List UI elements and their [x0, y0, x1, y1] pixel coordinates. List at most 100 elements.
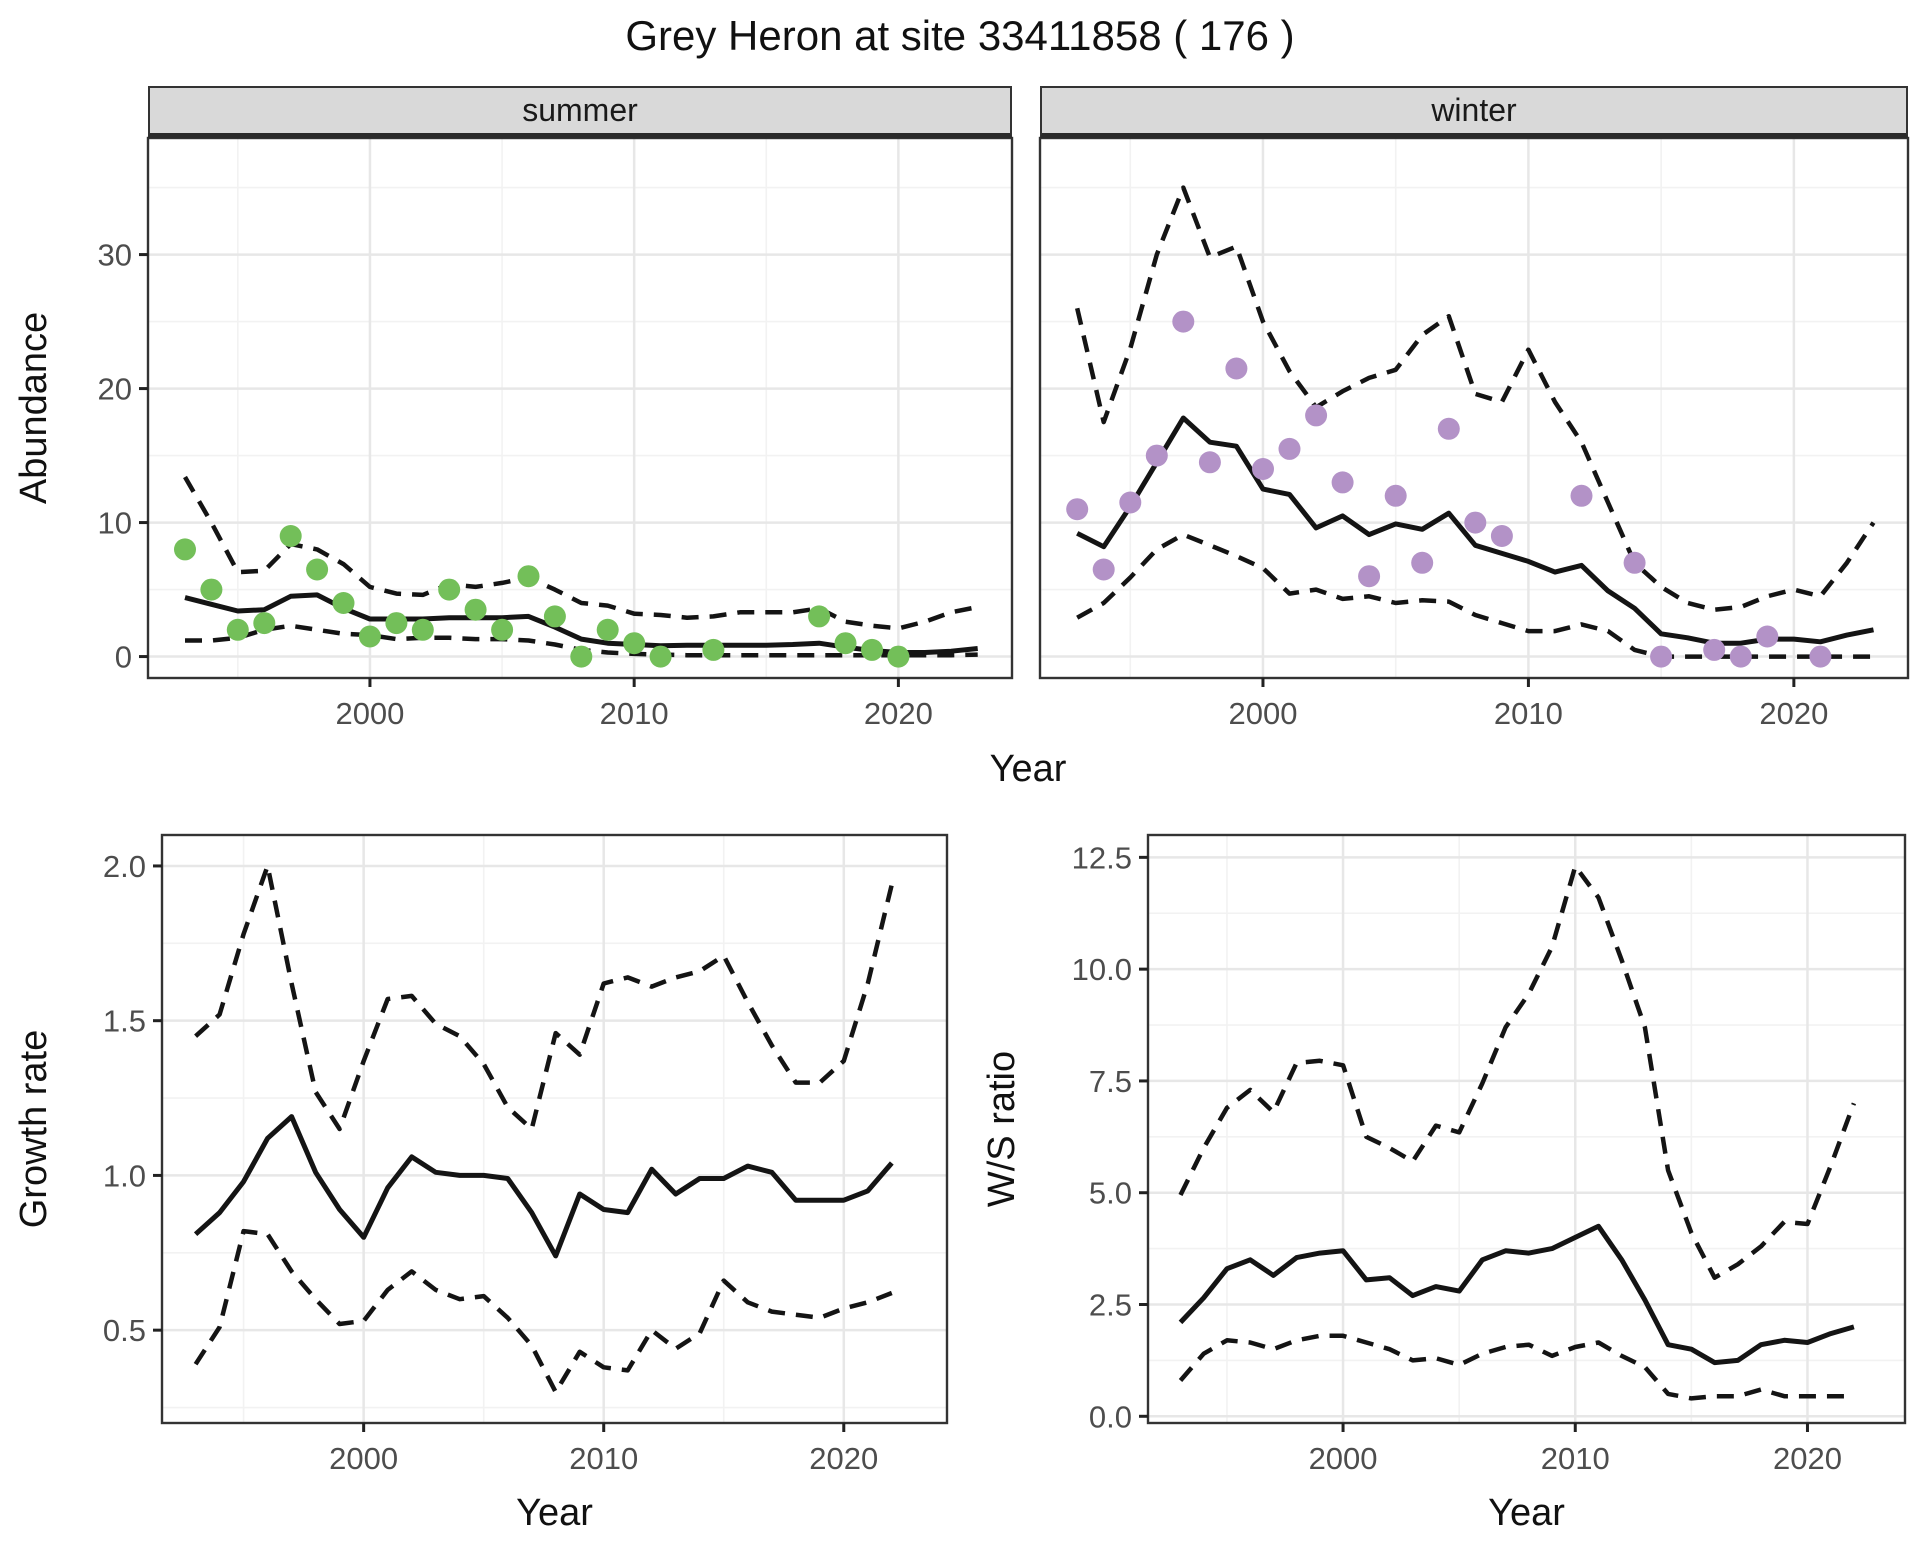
abundance-winter-observed-counts-point [1703, 638, 1726, 661]
abundance-summer-observed-counts-point [306, 558, 329, 581]
abundance-summer-observed-counts-point [596, 618, 619, 641]
x-tick-label: 2010 [600, 696, 669, 731]
abundance-summer-observed-counts-point [253, 612, 276, 635]
abundance-summer-observed-counts-point [226, 618, 249, 641]
abundance-winter-estimate-line [1076, 415, 1874, 646]
facet-strip-summer-label: summer [522, 92, 638, 128]
abundance-summer-observed-counts-point [174, 538, 196, 561]
abundance-winter-observed-counts-point [1092, 558, 1115, 581]
x-axis-title-ws: Year [1488, 1492, 1565, 1534]
abundance-summer-upper-ci-line [183, 475, 979, 631]
y-axis-title-ws-ratio: W/S ratio [981, 1050, 1023, 1208]
abundance-summer-observed-counts-point [834, 632, 857, 655]
y-tick-label: 20 [98, 372, 132, 407]
abundance-summer-observed-counts-point [517, 565, 540, 588]
x-tick-label: 2020 [809, 1441, 878, 1476]
y-tick-label: 2.0 [103, 849, 146, 884]
abundance-winter-observed-counts-point [1411, 551, 1434, 574]
abundance-summer-observed-counts-point [702, 638, 725, 661]
panel-background [1148, 835, 1905, 1423]
abundance-summer-observed-counts-point [491, 618, 514, 641]
abundance-summer-observed-counts-point [358, 625, 381, 648]
abundance-winter-observed-counts-point [1437, 417, 1460, 440]
abundance-winter-observed-counts-point [1066, 498, 1089, 521]
x-tick-label: 2000 [1309, 1441, 1378, 1476]
x-tick-label: 2010 [1494, 696, 1563, 731]
y-tick-label: 1.5 [103, 1004, 146, 1039]
ws-ratio-lower-ci-line [1178, 1333, 1854, 1401]
abundance-winter-observed-counts-point [1198, 451, 1221, 474]
abundance-winter-observed-counts-point [1331, 471, 1354, 494]
abundance-winter-observed-counts-point [1172, 310, 1195, 333]
x-tick-label: 2020 [864, 696, 933, 731]
abundance-summer-observed-counts-point [649, 645, 672, 668]
y-tick-label: 0 [115, 640, 132, 675]
ws-ratio-upper-ci-line [1178, 864, 1857, 1280]
abundance-winter-observed-counts-point [1623, 551, 1646, 574]
abundance-winter-panel: 2000 2010 2020 [1038, 136, 1910, 731]
facet-strip-winter: winter [1040, 86, 1908, 138]
abundance-winter-observed-counts-point [1809, 645, 1832, 668]
abundance-summer-observed-counts-point [332, 592, 355, 614]
abundance-winter-observed-counts-point [1490, 525, 1513, 547]
abundance-summer-observed-counts-point [861, 638, 883, 661]
x-tick-label: 2000 [329, 1441, 398, 1476]
x-tick-label: 2010 [569, 1441, 638, 1476]
abundance-winter-observed-counts-point [1252, 458, 1274, 480]
abundance-summer-observed-counts-point [623, 632, 646, 655]
x-tick-label: 2000 [335, 696, 404, 731]
abundance-summer-observed-counts-point [385, 612, 408, 635]
abundance-summer-observed-counts-point [411, 618, 434, 641]
abundance-summer-observed-counts-point [543, 605, 566, 628]
y-tick-label: 0.0 [1089, 1399, 1132, 1434]
x-tick-label: 2020 [1773, 1441, 1842, 1476]
panel-background [1040, 138, 1908, 678]
abundance-winter-observed-counts-point [1119, 491, 1142, 514]
abundance-winter-observed-counts-point [1278, 437, 1301, 460]
ws-ratio-panel: 2000 2010 2020 0.0 2.5 5.0 7.5 10.0 12.5 [1072, 833, 1907, 1476]
abundance-summer-panel: 2000 2010 2020 0 10 20 30 [98, 136, 1014, 731]
growth-rate-lower-ci-line [193, 1228, 893, 1395]
y-tick-label: 1.0 [103, 1158, 146, 1193]
y-axis-title-abundance: Abundance [13, 311, 55, 505]
panel-background [148, 138, 1012, 678]
growth-rate-panel: 2000 2010 2020 0.5 1.0 1.5 2.0 [103, 833, 949, 1476]
y-tick-label: 5.0 [1089, 1176, 1132, 1211]
panel-border [1146, 833, 1907, 1425]
abundance-winter-observed-counts-point [1570, 484, 1593, 507]
y-tick-label: 10 [98, 506, 132, 541]
abundance-winter-observed-counts-point [1756, 625, 1779, 648]
y-tick-label: 7.5 [1089, 1064, 1132, 1099]
abundance-summer-observed-counts-point [887, 645, 910, 668]
abundance-winter-observed-counts-point [1729, 645, 1752, 668]
x-tick-label: 2020 [1759, 696, 1828, 731]
y-axis-title-growth-rate: Growth rate [13, 1029, 55, 1229]
growth-rate-upper-ci-line [194, 863, 894, 1132]
abundance-winter-observed-counts-point [1384, 484, 1407, 507]
abundance-winter-lower-ci-line [1076, 532, 1874, 659]
y-tick-label: 12.5 [1072, 840, 1132, 875]
abundance-winter-observed-counts-point [1358, 565, 1381, 588]
y-tick-label: 30 [98, 238, 132, 273]
abundance-summer-observed-counts-point [438, 578, 461, 601]
facet-strip-winter-label: winter [1431, 92, 1517, 128]
plot-title: Grey Heron at site 33411858 ( 176 ) [625, 12, 1295, 59]
abundance-winter-observed-counts-point [1145, 444, 1168, 467]
x-axis-title-top: Year [989, 748, 1067, 790]
y-tick-label: 2.5 [1089, 1288, 1132, 1323]
y-tick-label: 10.0 [1072, 952, 1132, 987]
panel-background [162, 835, 947, 1423]
x-tick-label: 2010 [1541, 1441, 1610, 1476]
abundance-winter-observed-counts-point [1225, 357, 1248, 380]
abundance-summer-observed-counts-point [200, 578, 223, 601]
abundance-summer-observed-counts-point [464, 598, 487, 621]
abundance-winter-observed-counts-point [1305, 404, 1328, 427]
panel-border [1038, 136, 1910, 680]
x-axis-title-growth: Year [516, 1492, 593, 1534]
facet-strip-summer: summer [148, 86, 1012, 138]
abundance-summer-observed-counts-point [279, 525, 302, 547]
abundance-winter-observed-counts-point [1650, 645, 1673, 668]
x-tick-label: 2000 [1228, 696, 1297, 731]
growth-rate-estimate-line [193, 1114, 894, 1259]
